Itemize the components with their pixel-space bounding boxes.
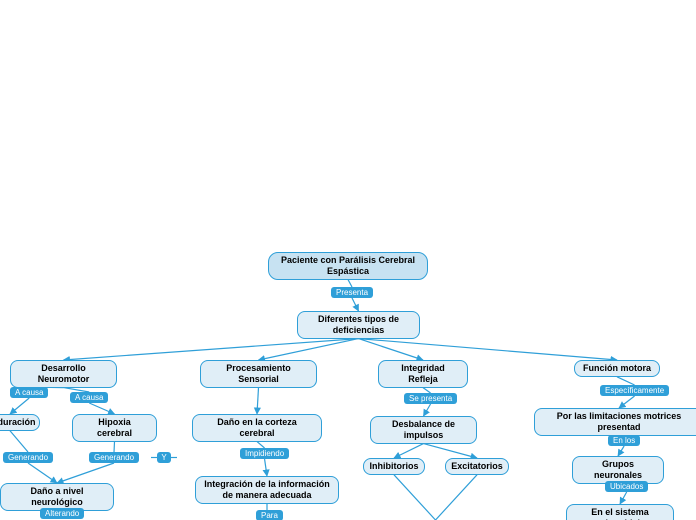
node-mad: maduración bbox=[0, 414, 40, 431]
node-grp: Grupos neuronales bbox=[572, 456, 664, 484]
connector-gen2: Generando bbox=[89, 452, 139, 463]
connector-imp: Impidiendo bbox=[240, 448, 289, 459]
node-des: Desbalance de impulsos bbox=[370, 416, 477, 444]
node-exc: Excitatorios bbox=[445, 458, 509, 475]
node-cort: Daño en la corteza cerebral bbox=[192, 414, 322, 442]
node-root: Paciente con Parálisis Cerebral Espástic… bbox=[268, 252, 428, 280]
node-sis: En el sistema piramidal bbox=[566, 504, 674, 520]
connector-sep: Se presenta bbox=[404, 393, 457, 404]
connector-esp: Específicamente bbox=[600, 385, 669, 396]
connector-ubic: Ubicados bbox=[605, 481, 648, 492]
connector-y: Y bbox=[157, 452, 171, 463]
node-dev: Desarrollo Neuromotor bbox=[10, 360, 117, 388]
node-inh: Inhibitorios bbox=[363, 458, 425, 475]
node-integ: Integración de la información de manera … bbox=[195, 476, 339, 504]
connector-acausa2: A causa bbox=[70, 392, 108, 403]
node-dif: Diferentes tipos de deficiencias bbox=[297, 311, 420, 339]
connector-gen1: Generando bbox=[3, 452, 53, 463]
connector-alt: Alterando bbox=[40, 508, 84, 519]
node-proc: Procesamiento Sensorial bbox=[200, 360, 317, 388]
connector-enlos: En los bbox=[608, 435, 640, 446]
node-hip: Hipoxia cerebral bbox=[72, 414, 157, 442]
node-dan: Daño a nivel neurológico bbox=[0, 483, 114, 511]
connector-acausa1: A causa bbox=[10, 387, 48, 398]
node-int: Integridad Refleja bbox=[378, 360, 468, 388]
node-lim: Por las limitaciones motrices presentad bbox=[534, 408, 696, 436]
connector-presenta: Presenta bbox=[331, 287, 373, 298]
diagram-stage: { "colors":{ "node_fill":"#e0eef7", "nod… bbox=[0, 0, 696, 520]
connector-para: Para bbox=[256, 510, 283, 520]
node-func: Función motora bbox=[574, 360, 660, 377]
